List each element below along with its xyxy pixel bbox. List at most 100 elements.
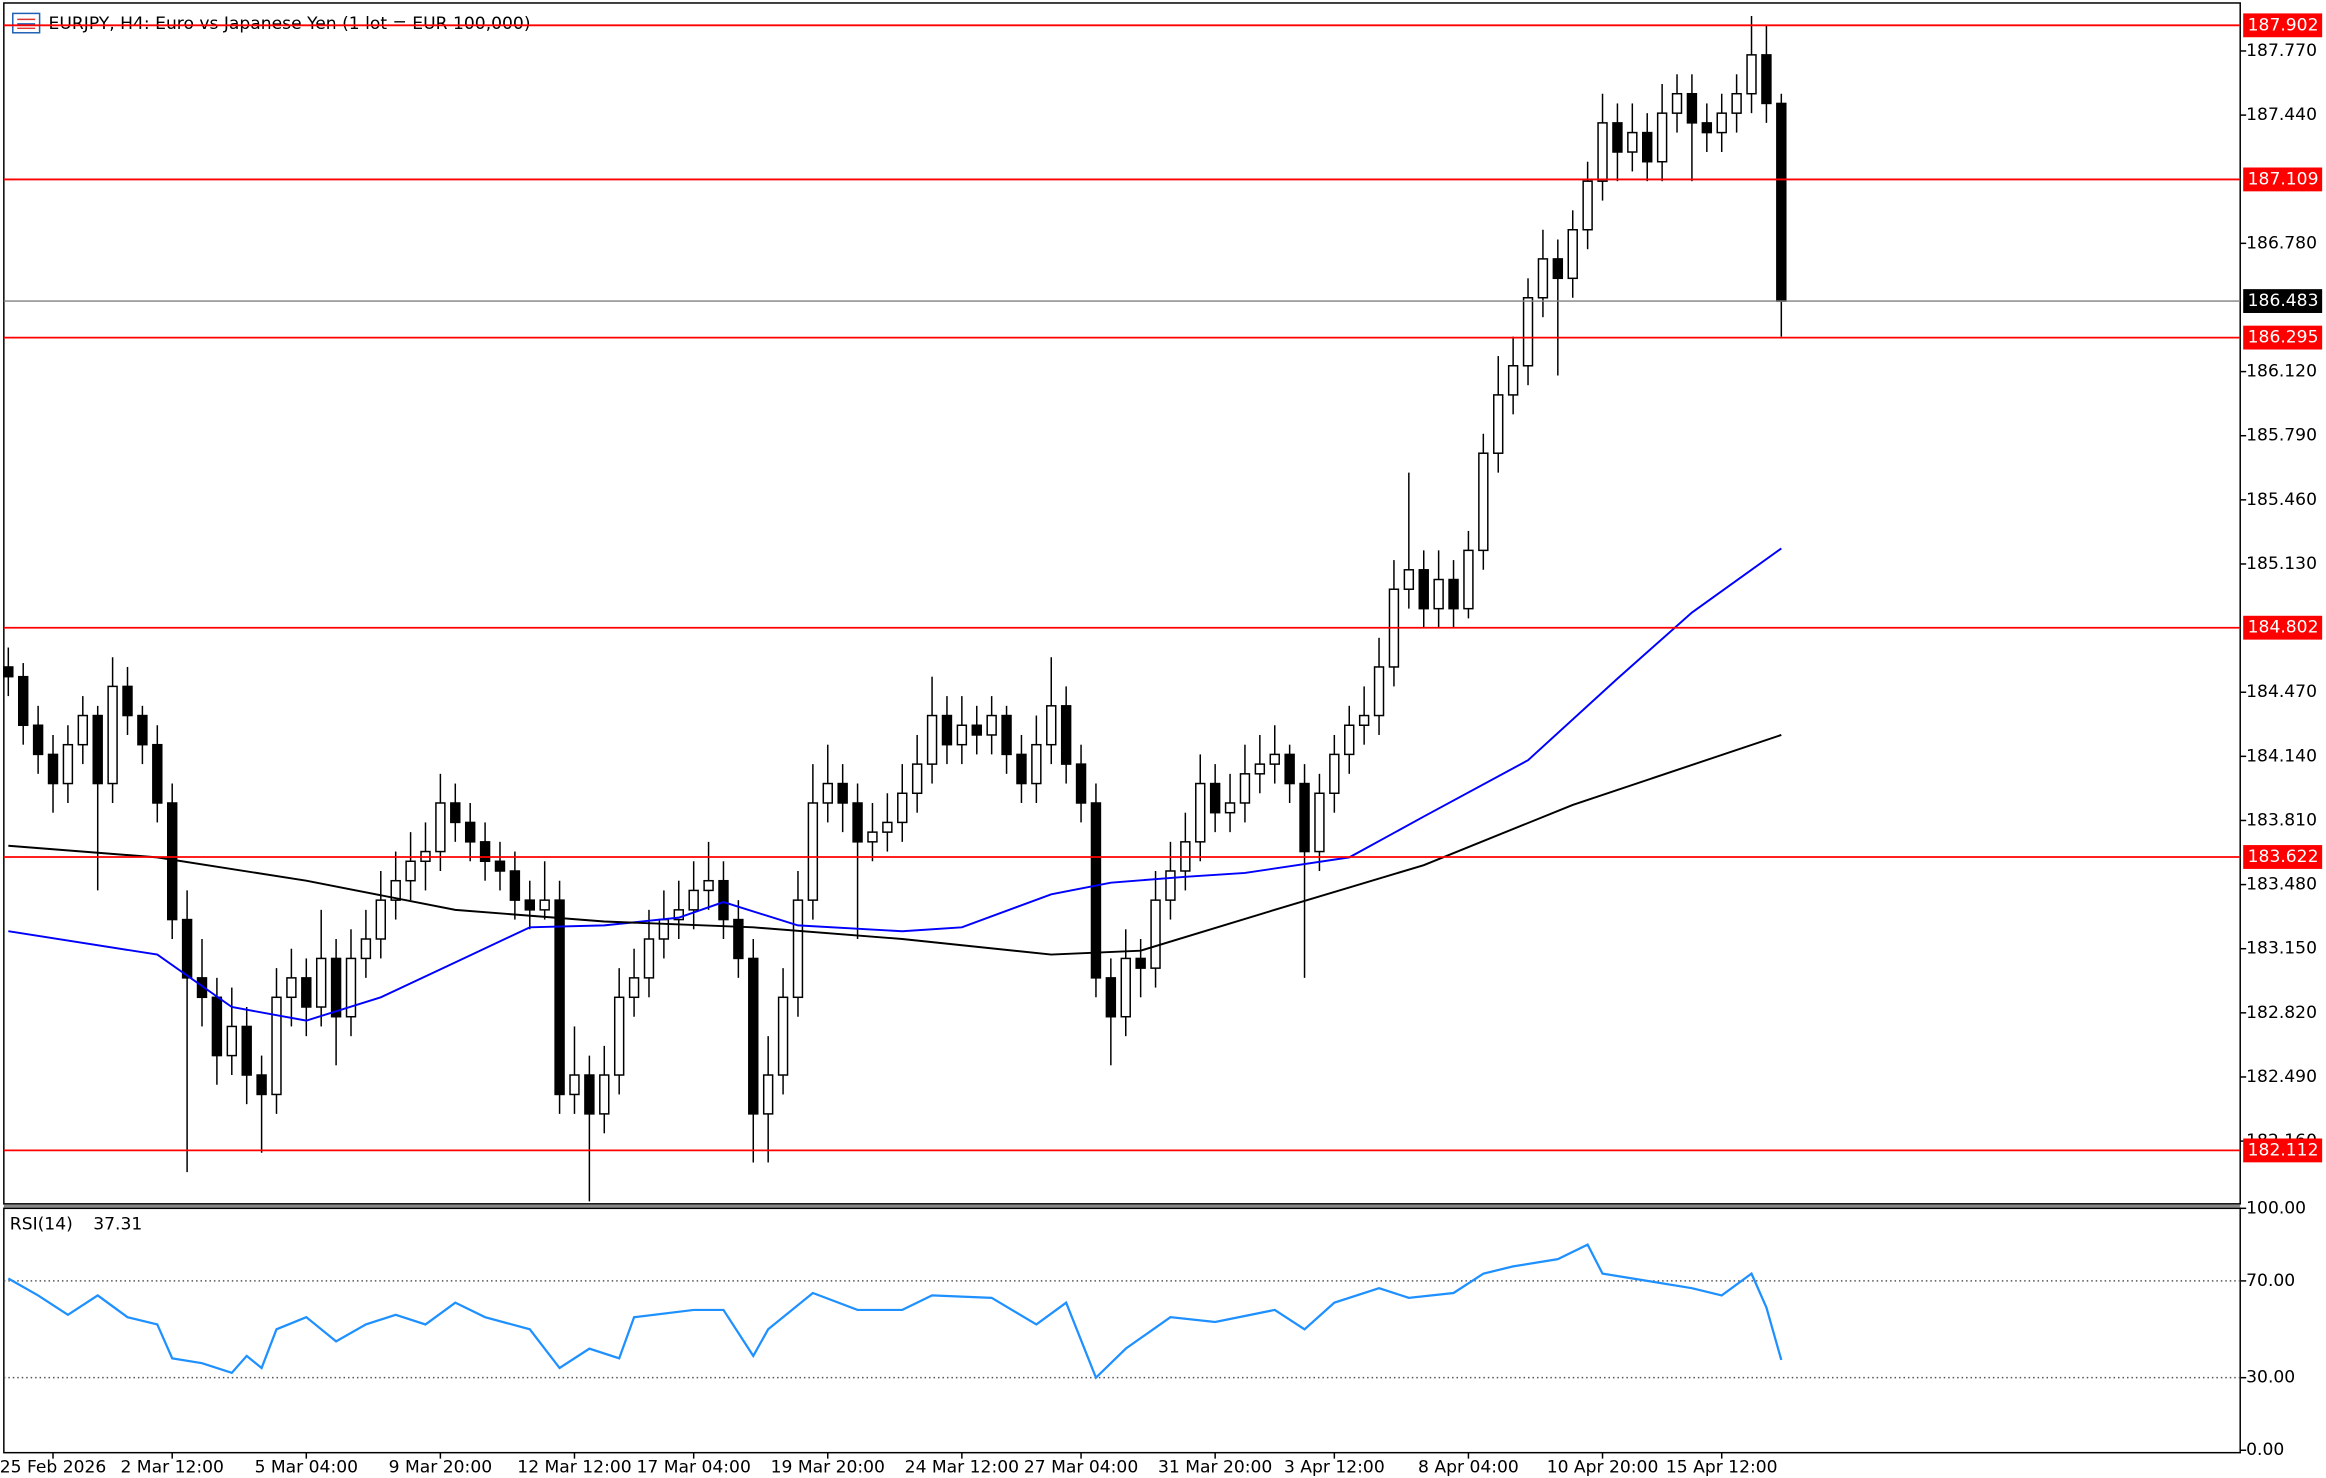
- candle-body: [1463, 549, 1474, 610]
- y-tick-label: 100.00: [2246, 1198, 2306, 1218]
- level-label: 187.109: [2248, 169, 2319, 189]
- candle-body: [271, 996, 282, 1096]
- level-label: 184.802: [2248, 618, 2319, 638]
- candle-body: [1448, 578, 1459, 610]
- candle-body: [718, 879, 729, 921]
- candle-body: [837, 782, 848, 804]
- candle-body: [1254, 763, 1266, 775]
- y-tick-label: 183.150: [2246, 939, 2317, 959]
- candle-body: [777, 996, 789, 1076]
- candle-body: [509, 870, 521, 901]
- candle-body: [584, 1074, 595, 1115]
- main-panel-frame: [3, 2, 2241, 1205]
- rsi-line: [7, 1243, 1783, 1380]
- candle-body: [1701, 122, 1713, 134]
- candle-body: [1552, 258, 1564, 280]
- candles: [3, 15, 1787, 1202]
- candle-body: [1686, 92, 1698, 124]
- candle-body: [1433, 578, 1444, 610]
- level-label: 183.622: [2248, 847, 2319, 867]
- y-tick-label: 187.770: [2246, 41, 2317, 61]
- level-label: 186.295: [2248, 328, 2319, 348]
- candle-body: [1269, 753, 1280, 765]
- candle-body: [1358, 714, 1370, 726]
- candle-body: [1627, 131, 1638, 153]
- candle-body: [1329, 753, 1340, 795]
- candle-body: [1582, 180, 1593, 231]
- candle-body: [1567, 229, 1578, 280]
- candle-body: [539, 899, 550, 911]
- y-tick-label: 182.490: [2246, 1067, 2317, 1087]
- candle-body: [181, 918, 193, 979]
- candle-body: [658, 918, 670, 940]
- candle-body: [1612, 122, 1623, 153]
- candle-body: [1135, 957, 1146, 969]
- candle-body: [1761, 54, 1772, 105]
- level-label: 182.112: [2248, 1140, 2319, 1160]
- x-tick-label: 25 Feb 2026: [0, 1458, 106, 1478]
- candle-body: [807, 802, 819, 901]
- candle-body: [897, 792, 908, 824]
- candle-body: [1299, 782, 1310, 853]
- candle-body: [673, 909, 684, 921]
- candle-body: [1403, 569, 1415, 590]
- current-price-bg: [2243, 289, 2323, 313]
- candle-body: [1537, 258, 1549, 299]
- candle-body: [1075, 763, 1087, 804]
- chart-title: EURJPY, H4: Euro vs Japanese Yen (1 lot …: [49, 14, 531, 34]
- level-label: 187.902: [2248, 15, 2319, 35]
- candle-body: [1344, 724, 1355, 756]
- x-tick-label: 17 Mar 04:00: [637, 1458, 751, 1478]
- candle-body: [1239, 773, 1251, 804]
- candle-body: [196, 977, 208, 999]
- moving-average: [8, 734, 1782, 956]
- y-tick-label: 184.140: [2246, 746, 2317, 766]
- candle-body: [1716, 112, 1727, 134]
- candle-body: [1224, 802, 1236, 814]
- y-tick-label: 183.480: [2246, 875, 2317, 895]
- y-tick-label: 0.00: [2246, 1440, 2284, 1460]
- candle-body: [32, 724, 44, 756]
- candle-body: [643, 938, 655, 979]
- candle-body: [628, 977, 640, 999]
- candle-body: [256, 1074, 267, 1096]
- candle-body: [1046, 705, 1057, 746]
- candle-body: [971, 724, 982, 736]
- candle-body: [1165, 870, 1176, 901]
- current-price-label: 186.483: [2248, 291, 2319, 311]
- candle-body: [77, 714, 89, 746]
- level-label-bg: [2243, 167, 2323, 192]
- candle-body: [911, 763, 923, 795]
- candle-body: [1284, 753, 1295, 785]
- candle-body: [1731, 92, 1742, 114]
- candle-body: [1090, 802, 1102, 979]
- symbol-icon: [12, 12, 41, 34]
- x-tick-label: 24 Mar 12:00: [905, 1458, 1019, 1478]
- level-label-bg: [2243, 13, 2323, 38]
- candle-body: [1373, 666, 1385, 717]
- x-tick-label: 19 Mar 20:00: [771, 1458, 885, 1478]
- candle-body: [62, 743, 74, 785]
- candle-body: [435, 802, 446, 853]
- moving-average: [8, 547, 1782, 1022]
- x-tick-label: 10 Apr 20:00: [1547, 1458, 1659, 1478]
- x-tick-label: 31 Mar 20:00: [1158, 1458, 1272, 1478]
- candle-body: [107, 685, 118, 785]
- x-tick-label: 3 Apr 12:00: [1284, 1458, 1385, 1478]
- candle-body: [688, 889, 699, 911]
- candle-body: [941, 714, 953, 746]
- candle-body: [122, 685, 133, 717]
- candle-body: [360, 938, 372, 960]
- candle-body: [1150, 899, 1161, 969]
- candle-body: [822, 782, 833, 804]
- candle-body: [1120, 957, 1131, 1018]
- level-label-bg: [2243, 1138, 2323, 1163]
- x-tick-label: 15 Apr 12:00: [1666, 1458, 1778, 1478]
- level-label-bg: [2243, 845, 2323, 869]
- candle-body: [1105, 977, 1117, 1018]
- candle-body: [1507, 365, 1519, 396]
- y-tick-label: 70.00: [2246, 1271, 2295, 1291]
- y-tick-label: 187.440: [2246, 105, 2317, 125]
